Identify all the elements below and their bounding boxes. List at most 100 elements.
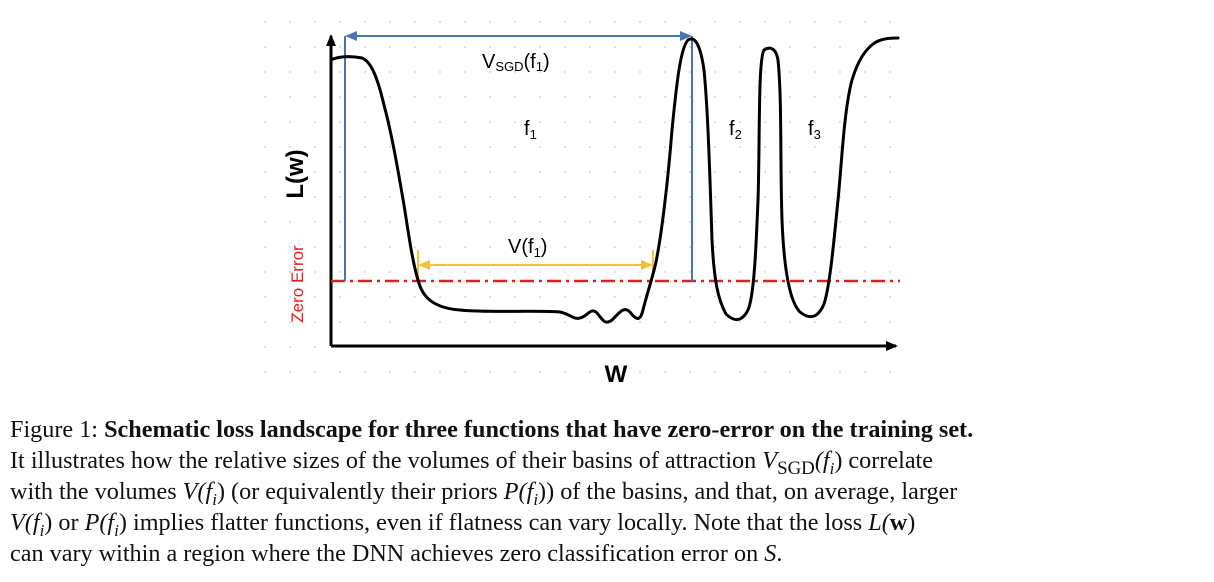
grid-dot	[514, 371, 516, 373]
grid-dot	[614, 196, 616, 198]
grid-dot	[539, 321, 541, 323]
grid-dot	[639, 171, 641, 173]
grid-dot	[439, 371, 441, 373]
math-s: S	[764, 540, 777, 567]
grid-dot	[814, 46, 816, 48]
grid-dot	[439, 21, 441, 23]
grid-dot	[739, 296, 741, 298]
grid-dot	[439, 221, 441, 223]
grid-dot	[839, 46, 841, 48]
grid-dot	[464, 271, 466, 273]
grid-dot	[314, 346, 316, 348]
grid-dot	[839, 146, 841, 148]
grid-dot	[264, 121, 266, 123]
grid-dot	[389, 221, 391, 223]
grid-dot	[589, 321, 591, 323]
f1-label: f1	[524, 118, 537, 142]
grid-dot	[639, 246, 641, 248]
grid-dot	[264, 296, 266, 298]
grid-dot	[539, 121, 541, 123]
grid-dot	[764, 321, 766, 323]
grid-dot	[289, 96, 291, 98]
grid-dot	[889, 271, 891, 273]
grid-dot	[439, 46, 441, 48]
grid-dot	[414, 121, 416, 123]
caption-text: (or equivalently their priors	[231, 478, 498, 505]
grid-dot	[714, 96, 716, 98]
grid-dot	[789, 146, 791, 148]
grid-dot	[889, 21, 891, 23]
caption-line-3: with the volumes V(fi) (or equivalently …	[10, 476, 1206, 508]
grid-dot	[614, 296, 616, 298]
grid-dot	[739, 321, 741, 323]
grid-dot	[564, 196, 566, 198]
grid-dot	[264, 46, 266, 48]
grid-dot	[814, 71, 816, 73]
grid-dot	[289, 246, 291, 248]
grid-dot	[789, 46, 791, 48]
grid-dot	[864, 271, 866, 273]
grid-dot	[614, 21, 616, 23]
figure-caption: Figure 1: Schematic loss landscape for t…	[10, 414, 1206, 569]
grid-dot	[464, 96, 466, 98]
grid-dot	[814, 171, 816, 173]
grid-dot	[589, 271, 591, 273]
grid-dot	[264, 146, 266, 148]
grid-dot	[639, 121, 641, 123]
grid-dot	[439, 196, 441, 198]
grid-dot	[389, 146, 391, 148]
grid-dot	[389, 371, 391, 373]
grid-dot	[339, 221, 341, 223]
grid-dot	[539, 21, 541, 23]
grid-dot	[564, 271, 566, 273]
grid-dot	[564, 246, 566, 248]
grid-dot	[314, 171, 316, 173]
caption-line-5: can vary within a region where the DNN a…	[10, 538, 1206, 569]
grid-dot	[389, 196, 391, 198]
grid-dot	[814, 296, 816, 298]
vsgd-label: VSGD(f1)	[482, 51, 550, 74]
caption-text: or	[58, 509, 79, 536]
grid-dot	[364, 221, 366, 223]
grid-dot	[514, 171, 516, 173]
grid-dot	[414, 171, 416, 173]
grid-dot	[889, 221, 891, 223]
grid-dot	[639, 21, 641, 23]
grid-dot	[839, 371, 841, 373]
grid-dot	[814, 21, 816, 23]
grid-dot	[289, 221, 291, 223]
grid-dot	[764, 171, 766, 173]
grid-dot	[514, 246, 516, 248]
grid-dot	[839, 96, 841, 98]
grid-dot	[864, 371, 866, 373]
grid-dot	[564, 296, 566, 298]
grid-dot	[814, 196, 816, 198]
grid-dot	[539, 71, 541, 73]
grid-dot	[714, 321, 716, 323]
grid-dot	[489, 271, 491, 273]
grid-dot	[614, 271, 616, 273]
grid-dot	[289, 321, 291, 323]
grid-dot	[614, 46, 616, 48]
grid-dot	[489, 21, 491, 23]
grid-dot	[589, 21, 591, 23]
grid-dot	[839, 271, 841, 273]
grid-dot	[639, 371, 641, 373]
grid-dot	[364, 321, 366, 323]
grid-dot	[589, 46, 591, 48]
grid-dot	[839, 221, 841, 223]
grid-dot	[539, 296, 541, 298]
grid-dot	[514, 96, 516, 98]
grid-dot	[289, 171, 291, 173]
grid-dot	[889, 46, 891, 48]
grid-dot	[739, 21, 741, 23]
grid-dot	[639, 271, 641, 273]
grid-dot	[339, 171, 341, 173]
grid-dot	[539, 171, 541, 173]
grid-dot	[614, 96, 616, 98]
grid-dot	[339, 321, 341, 323]
grid-dot	[589, 371, 591, 373]
grid-dot	[464, 221, 466, 223]
grid-dot	[389, 96, 391, 98]
grid-dot	[689, 146, 691, 148]
